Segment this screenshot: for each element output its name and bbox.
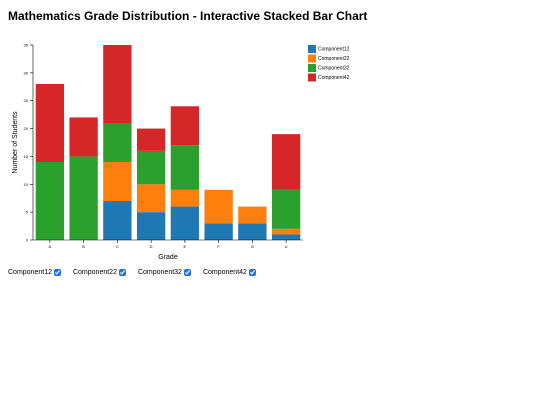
bar-segment [170,189,200,207]
bar-segment [170,106,200,146]
bar-segment [136,128,166,151]
toggle-label: Component32 [137,269,182,276]
bar-segment [271,134,301,190]
y-tick-label: 30 [24,70,29,75]
x-tick-label: E [184,244,187,249]
legend-label: Component42 [318,75,350,81]
toggle-component32[interactable]: Component32 [138,269,191,276]
bar-segment [136,212,166,240]
toggle-component12[interactable]: Component12 [8,269,61,276]
y-tick-label: 10 [24,182,29,187]
bar-segment [238,206,267,224]
toggle-checkbox-component42[interactable] [248,269,256,276]
x-tick-label: U [285,244,288,249]
y-tick-label: 20 [24,126,29,131]
legend-swatch [308,45,316,53]
x-tick-label: C [116,244,119,249]
x-tick-label: D [150,244,153,249]
series-toggles: Component12 Component22 Component32 Comp… [8,269,268,276]
y-tick-label: 15 [24,154,29,159]
bar-segment [69,156,98,240]
bar-segment [170,145,200,190]
y-tick-label: 25 [24,98,29,103]
toggle-label: Component42 [202,269,247,276]
x-tick-label: F [217,244,220,249]
y-tick-label: 5 [26,210,29,215]
bar-segment [69,117,98,157]
page-title: Mathematics Grade Distribution - Interac… [8,9,368,23]
bar-segment [136,184,166,213]
x-axis-title: Grade [158,254,178,261]
bar-segment [35,84,65,162]
legend-swatch [308,73,316,82]
legend-label: Component32 [318,66,350,72]
bar-segment [238,223,267,240]
legend-label: Component22 [318,56,350,62]
toggle-component22[interactable]: Component22 [73,269,126,276]
bar-segment [204,223,233,240]
toggle-label: Component12 [8,269,52,276]
bar-segment [271,189,301,229]
legend-swatch [308,64,316,72]
legend-swatch [308,54,316,63]
bar-segment [271,228,301,235]
x-tick-label: A [49,244,52,249]
y-tick-label: 35 [24,43,29,48]
legend-label: Component12 [318,47,350,53]
toggle-checkbox-component12[interactable] [53,269,61,276]
toggle-component42[interactable]: Component42 [203,269,256,276]
y-axis-title: Number of Students [12,111,19,174]
bar-segment [103,45,132,123]
bar-segment [204,189,233,224]
bar-segment [35,162,65,240]
bar-segment [103,123,132,162]
bar-segment [271,234,301,240]
bar-segment [136,150,166,185]
bar-segment [103,162,132,201]
toggle-checkbox-component22[interactable] [118,269,126,276]
toggle-label: Component22 [72,269,117,276]
x-tick-label: G [251,244,254,249]
bar-segment [103,201,132,240]
x-tick-label: B [82,244,85,249]
y-tick-label: 0 [26,238,29,243]
toggle-checkbox-component32[interactable] [183,269,191,276]
bar-segment [170,206,200,240]
